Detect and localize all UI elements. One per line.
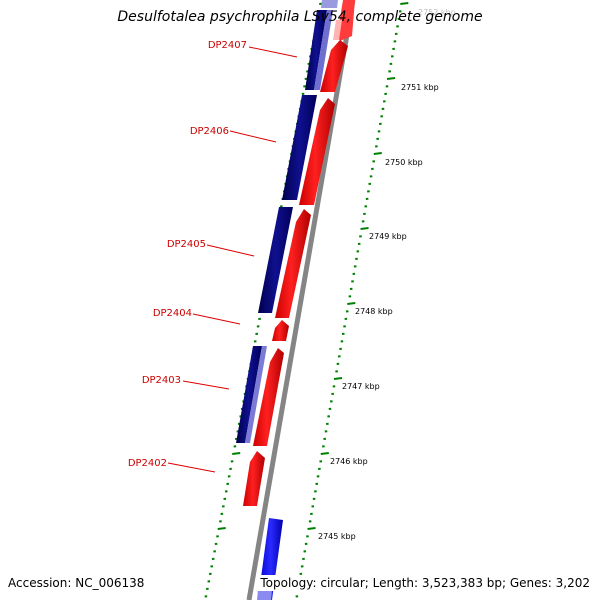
outer-tick xyxy=(321,453,329,454)
outer-tick xyxy=(361,228,369,229)
inner-tick xyxy=(232,453,240,454)
accession-text: Accession: NC_006138 xyxy=(6,575,146,591)
leader-dp2403 xyxy=(183,381,229,389)
outer-tick xyxy=(347,303,355,304)
leader-dp2406 xyxy=(230,131,276,142)
gene-labels: DP2407 DP2406 DP2405 DP2404 DP2403 DP240… xyxy=(128,40,247,469)
inner-tick xyxy=(218,528,226,529)
outer-tick xyxy=(374,153,382,154)
forward-strand-genes xyxy=(243,0,355,506)
outer-tick xyxy=(400,3,408,4)
topology-text: Topology: circular; Length: 3,523,383 bp… xyxy=(258,575,592,591)
gene-label-dp2405: DP2405 xyxy=(167,239,206,250)
scale-label-2749: 2749 kbp xyxy=(369,232,407,241)
gene-label-dp2404: DP2404 xyxy=(153,308,192,319)
scale-label-2750: 2750 kbp xyxy=(385,158,423,167)
gene-dp2407-top-ghost xyxy=(321,0,338,8)
gene-dp2404-forward xyxy=(272,320,289,341)
outer-tick xyxy=(308,528,316,529)
outer-tick xyxy=(387,78,395,79)
scale-label-2751: 2751 kbp xyxy=(401,83,439,92)
leader-dp2405 xyxy=(207,245,254,256)
leader-dp2404 xyxy=(193,314,240,324)
gene-label-dp2406: DP2406 xyxy=(190,126,229,137)
leader-dp2402 xyxy=(168,463,215,472)
gene-dp2402-forward xyxy=(243,451,265,506)
scale-label-2748: 2748 kbp xyxy=(355,307,393,316)
gene-label-dp2407: DP2407 xyxy=(208,40,247,51)
gene-label-dp2403: DP2403 xyxy=(142,375,181,386)
scale-label-2745: 2745 kbp xyxy=(318,532,356,541)
leader-dp2407 xyxy=(249,47,297,57)
scale-label-2746: 2746 kbp xyxy=(330,457,368,466)
gene-label-dp2402: DP2402 xyxy=(128,458,167,469)
gene-blue-bottom-light xyxy=(257,590,272,600)
scale-label-2747: 2747 kbp xyxy=(342,382,380,391)
genome-title: Desulfotalea psychrophila LSv54, complet… xyxy=(0,9,600,25)
tick-marks xyxy=(205,3,409,596)
outer-tick xyxy=(334,378,342,379)
